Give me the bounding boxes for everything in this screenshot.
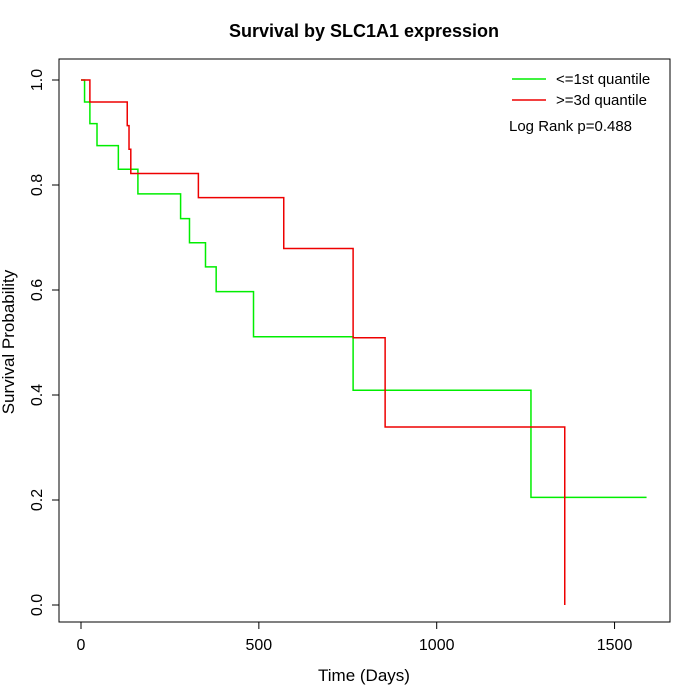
x-axis: 0 500 1000 1500 — [77, 621, 633, 654]
x-axis-label: Time (Days) — [318, 666, 410, 685]
x-tick-label: 500 — [245, 637, 272, 654]
y-tick-label: 1.0 — [29, 69, 46, 91]
series-layer — [81, 79, 647, 605]
x-tick-label: 0 — [77, 637, 86, 654]
series-line-high — [81, 79, 566, 605]
x-tick-label: 1500 — [597, 637, 633, 654]
plot-frame — [58, 58, 671, 623]
legend-label-low: <=1st quantile — [556, 71, 650, 88]
y-tick-label: 0.4 — [29, 384, 46, 406]
y-tick-label: 0.2 — [29, 489, 46, 511]
log-rank-annotation: Log Rank p=0.488 — [509, 118, 632, 135]
legend-label-high: >=3d quantile — [556, 92, 647, 109]
y-axis-label: Survival Probability — [0, 269, 18, 414]
series-line-low — [81, 79, 647, 499]
x-tick-label: 1000 — [419, 637, 455, 654]
y-tick-label: 0.0 — [29, 594, 46, 616]
legend: <=1st quantile >=3d quantile Log Rank p=… — [509, 71, 650, 135]
y-tick-label: 0.6 — [29, 279, 46, 301]
y-tick-label: 0.8 — [29, 174, 46, 196]
chart-title: Survival by SLC1A1 expression — [229, 21, 499, 41]
y-axis: 0.0 0.2 0.4 0.6 0.8 1.0 — [29, 69, 60, 616]
